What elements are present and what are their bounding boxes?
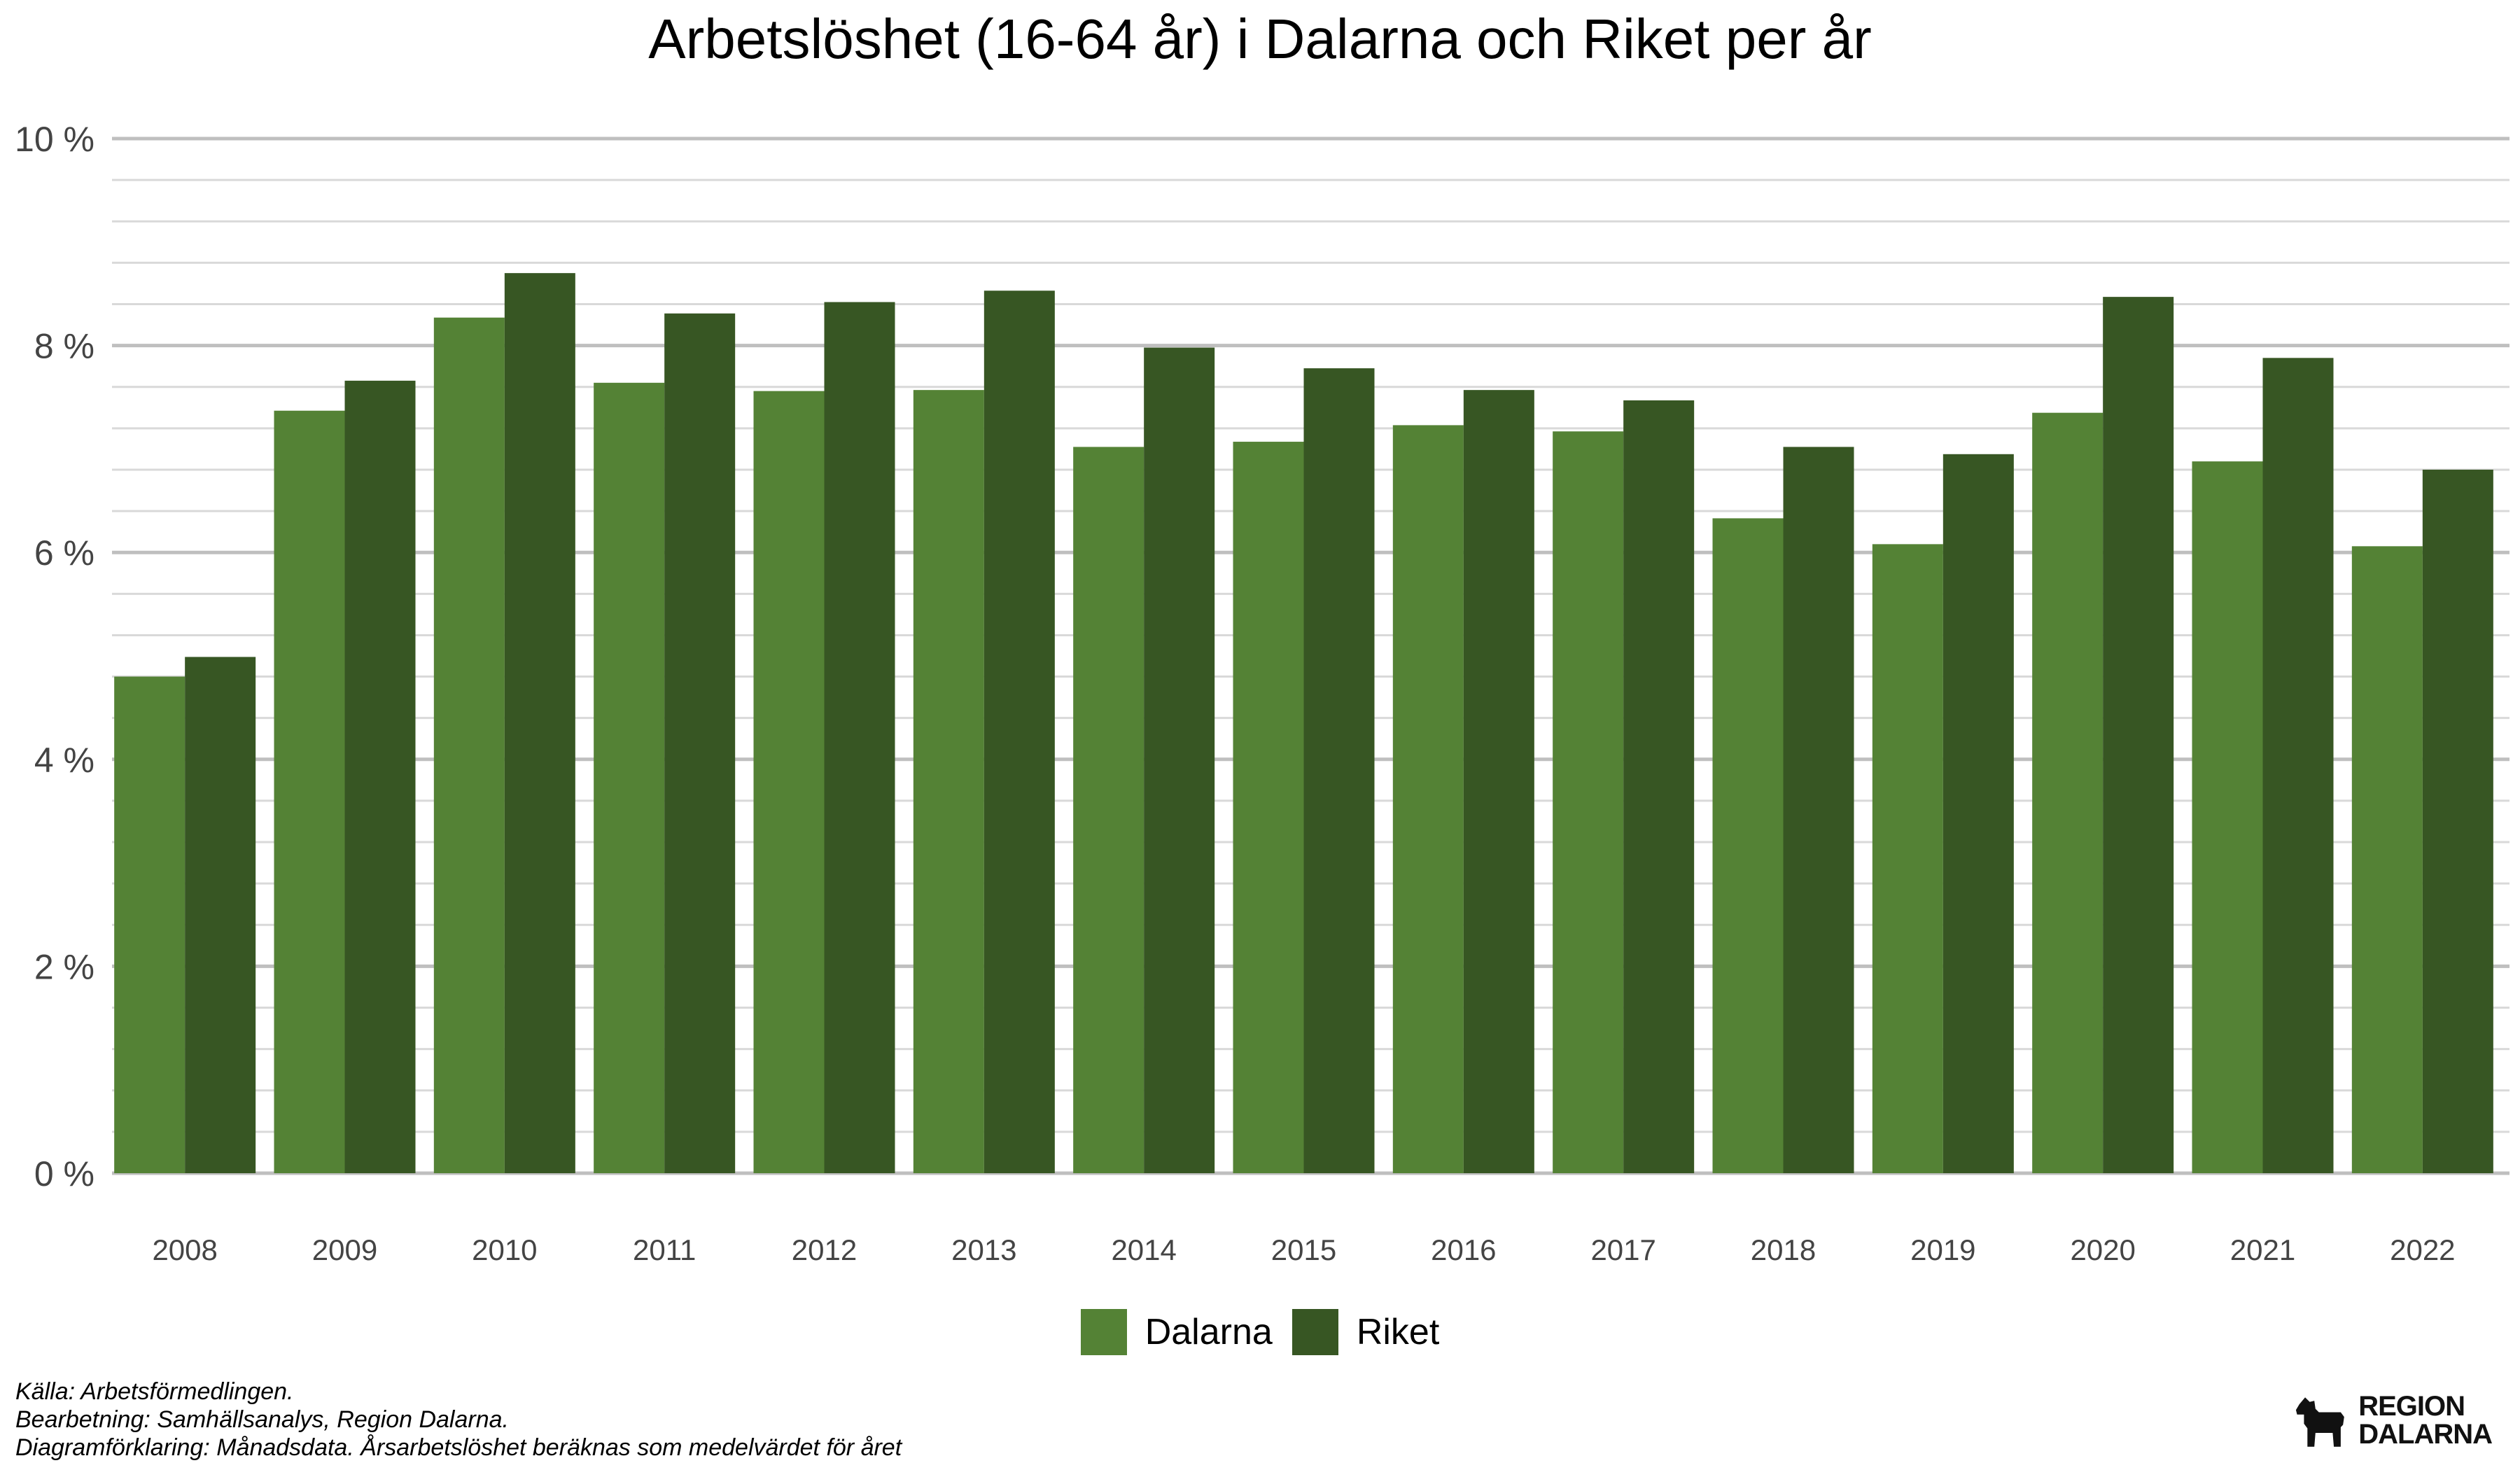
y-tick-label: 8 % — [34, 327, 94, 366]
legend: Dalarna Riket — [0, 1309, 2520, 1355]
y-tick-label: 4 % — [34, 741, 94, 780]
x-tick-label: 2011 — [633, 1233, 696, 1266]
bar-riket-2020 — [2103, 297, 2174, 1173]
bar-riket-2013 — [983, 290, 1055, 1173]
bar-riket-2016 — [1463, 390, 1534, 1173]
bar-dalarna-2021 — [2192, 461, 2263, 1173]
bar-dalarna-2008 — [114, 676, 186, 1173]
bar-riket-2008 — [185, 657, 256, 1173]
caption-source: Källa: Arbetsförmedlingen. — [15, 1378, 294, 1405]
bar-dalarna-2015 — [1233, 442, 1304, 1174]
bar-riket-2015 — [1303, 368, 1375, 1174]
logo-text-region: REGION — [2358, 1391, 2465, 1422]
bar-dalarna-2022 — [2351, 546, 2423, 1173]
bar-riket-2017 — [1623, 400, 1695, 1173]
legend-item-riket: Riket — [1292, 1309, 1439, 1355]
bar-riket-2019 — [1942, 454, 2014, 1173]
bar-riket-2021 — [2262, 358, 2334, 1174]
x-tick-label: 2010 — [472, 1233, 537, 1266]
bar-dalarna-2010 — [433, 317, 505, 1174]
bar-riket-2018 — [1783, 447, 1854, 1173]
bar-dalarna-2019 — [1872, 544, 1943, 1173]
y-tick-label: 10 % — [15, 120, 94, 159]
y-tick-label: 6 % — [34, 533, 94, 573]
bar-riket-2010 — [504, 273, 575, 1173]
x-tick-label: 2018 — [1751, 1233, 1816, 1266]
bar-dalarna-2020 — [2032, 412, 2104, 1174]
x-tick-label: 2015 — [1271, 1233, 1336, 1266]
bar-dalarna-2013 — [913, 390, 984, 1173]
bar-dalarna-2018 — [1712, 518, 1784, 1173]
x-tick-label: 2019 — [1910, 1233, 1975, 1266]
caption-processing: Bearbetning: Samhällsanalys, Region Dala… — [15, 1406, 509, 1433]
caption: Källa: Arbetsförmedlingen. Bearbetning: … — [15, 1378, 902, 1462]
bar-riket-2014 — [1144, 347, 1215, 1173]
bar-dalarna-2011 — [594, 382, 665, 1173]
x-tick-label: 2012 — [792, 1233, 857, 1266]
x-tick-label: 2022 — [2390, 1233, 2455, 1266]
region-dalarna-logo: REGION DALARNA — [2292, 1391, 2493, 1450]
x-axis: 2008 2009 2010 2011 2012 2013 2014 2015 2016 2017… — [152, 1233, 2455, 1266]
legend-label-dalarna: Dalarna — [1144, 1312, 1273, 1352]
legend-swatch-riket — [1292, 1309, 1338, 1355]
bar-riket-2009 — [344, 380, 416, 1173]
y-tick-label: 2 % — [34, 947, 94, 986]
bar-riket-2022 — [2422, 469, 2493, 1173]
legend-label-riket: Riket — [1356, 1312, 1440, 1352]
caption-explanation: Diagramförklaring: Månadsdata. Årsarbets… — [15, 1434, 902, 1461]
chart-title: Arbetslöshet (16-64 år) i Dalarna och Ri… — [648, 8, 1872, 70]
x-tick-label: 2009 — [312, 1233, 377, 1266]
bar-riket-2012 — [824, 302, 895, 1174]
x-tick-label: 2021 — [2230, 1233, 2295, 1266]
bars — [114, 273, 2493, 1174]
y-tick-label: 0 % — [34, 1154, 94, 1194]
x-tick-label: 2016 — [1431, 1233, 1496, 1266]
logo-text: REGION DALARNA — [2358, 1391, 2493, 1450]
x-tick-label: 2020 — [2070, 1233, 2135, 1266]
legend-item-dalarna: Dalarna — [1080, 1309, 1273, 1355]
x-tick-label: 2008 — [152, 1233, 217, 1266]
bar-dalarna-2009 — [274, 410, 345, 1173]
y-axis: 0 % 2 % 4 % 6 % 8 % 10 % — [15, 120, 94, 1194]
logo-text-dalarna: DALARNA — [2358, 1419, 2493, 1450]
bar-dalarna-2017 — [1553, 431, 1624, 1174]
x-tick-label: 2014 — [1111, 1233, 1176, 1266]
bar-dalarna-2014 — [1073, 447, 1144, 1173]
bar-riket-2011 — [664, 313, 736, 1174]
x-tick-label: 2013 — [951, 1233, 1016, 1266]
bar-dalarna-2012 — [753, 391, 825, 1173]
x-tick-label: 2017 — [1590, 1233, 1656, 1266]
bar-dalarna-2016 — [1392, 425, 1464, 1173]
dala-horse-icon — [2296, 1397, 2345, 1447]
legend-swatch-dalarna — [1080, 1309, 1127, 1355]
